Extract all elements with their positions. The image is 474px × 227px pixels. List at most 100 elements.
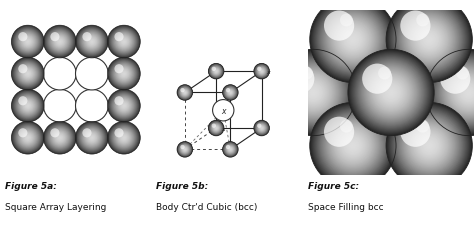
Circle shape xyxy=(121,72,127,77)
Circle shape xyxy=(211,67,221,76)
Circle shape xyxy=(113,32,135,53)
Circle shape xyxy=(228,148,232,152)
Circle shape xyxy=(298,78,328,108)
Circle shape xyxy=(82,129,91,138)
Circle shape xyxy=(260,126,264,130)
Circle shape xyxy=(292,73,334,114)
Circle shape xyxy=(58,40,62,44)
Circle shape xyxy=(90,40,94,45)
Circle shape xyxy=(212,68,220,76)
Circle shape xyxy=(224,144,237,156)
Circle shape xyxy=(226,89,235,97)
Circle shape xyxy=(111,62,137,87)
Circle shape xyxy=(120,38,128,47)
Circle shape xyxy=(228,91,233,95)
Circle shape xyxy=(24,102,32,110)
Circle shape xyxy=(227,147,234,153)
Circle shape xyxy=(117,99,131,113)
Circle shape xyxy=(56,134,64,142)
Circle shape xyxy=(260,70,264,74)
Circle shape xyxy=(110,29,138,56)
Circle shape xyxy=(14,60,42,88)
Circle shape xyxy=(76,27,108,58)
Circle shape xyxy=(117,35,131,49)
Circle shape xyxy=(25,103,31,109)
Circle shape xyxy=(11,58,44,91)
Circle shape xyxy=(88,134,96,142)
Circle shape xyxy=(115,65,133,83)
Circle shape xyxy=(81,128,102,149)
Circle shape xyxy=(54,36,66,49)
Circle shape xyxy=(456,80,474,106)
Circle shape xyxy=(254,64,269,79)
Circle shape xyxy=(90,41,93,44)
Circle shape xyxy=(91,42,92,43)
Circle shape xyxy=(23,101,33,111)
Circle shape xyxy=(227,90,234,96)
Circle shape xyxy=(292,72,335,115)
Circle shape xyxy=(113,63,135,85)
Circle shape xyxy=(419,135,440,157)
Circle shape xyxy=(111,61,137,87)
Circle shape xyxy=(310,103,396,189)
Circle shape xyxy=(259,70,264,74)
Circle shape xyxy=(183,148,186,151)
Circle shape xyxy=(395,111,464,180)
Circle shape xyxy=(255,122,268,135)
Circle shape xyxy=(58,136,62,140)
Circle shape xyxy=(450,74,474,112)
Circle shape xyxy=(436,60,474,126)
Circle shape xyxy=(229,148,232,151)
Circle shape xyxy=(54,37,65,48)
Circle shape xyxy=(81,127,103,150)
Circle shape xyxy=(55,38,64,47)
Circle shape xyxy=(59,42,61,43)
Circle shape xyxy=(51,34,68,51)
Circle shape xyxy=(374,76,408,110)
Circle shape xyxy=(117,67,131,82)
Circle shape xyxy=(109,59,139,90)
Circle shape xyxy=(343,136,363,155)
Circle shape xyxy=(182,146,188,153)
Circle shape xyxy=(215,70,218,73)
Circle shape xyxy=(228,147,233,152)
Circle shape xyxy=(180,145,185,150)
Circle shape xyxy=(384,87,398,99)
Circle shape xyxy=(338,131,368,161)
Circle shape xyxy=(181,145,189,154)
Circle shape xyxy=(22,36,34,49)
Circle shape xyxy=(24,103,31,110)
Circle shape xyxy=(380,82,402,104)
Circle shape xyxy=(81,31,103,53)
Circle shape xyxy=(338,25,368,55)
Circle shape xyxy=(215,128,217,129)
Circle shape xyxy=(401,117,430,147)
Circle shape xyxy=(256,67,267,77)
Circle shape xyxy=(313,0,393,80)
Circle shape xyxy=(430,54,474,132)
Circle shape xyxy=(16,63,39,86)
Circle shape xyxy=(226,89,235,97)
Circle shape xyxy=(109,124,138,152)
Circle shape xyxy=(12,27,44,58)
Circle shape xyxy=(467,91,471,95)
Circle shape xyxy=(12,122,44,154)
Circle shape xyxy=(25,39,31,46)
Circle shape xyxy=(210,65,223,79)
Circle shape xyxy=(401,118,457,174)
Circle shape xyxy=(178,86,192,100)
Circle shape xyxy=(13,91,43,121)
Circle shape xyxy=(112,95,136,118)
Circle shape xyxy=(119,134,128,143)
Circle shape xyxy=(326,13,380,67)
Circle shape xyxy=(90,136,94,141)
Circle shape xyxy=(327,15,379,66)
Circle shape xyxy=(427,51,474,135)
Circle shape xyxy=(75,122,108,154)
Circle shape xyxy=(367,69,415,117)
Circle shape xyxy=(307,87,319,99)
Circle shape xyxy=(259,69,264,75)
Circle shape xyxy=(209,64,224,79)
Circle shape xyxy=(24,134,32,142)
Circle shape xyxy=(20,99,35,114)
